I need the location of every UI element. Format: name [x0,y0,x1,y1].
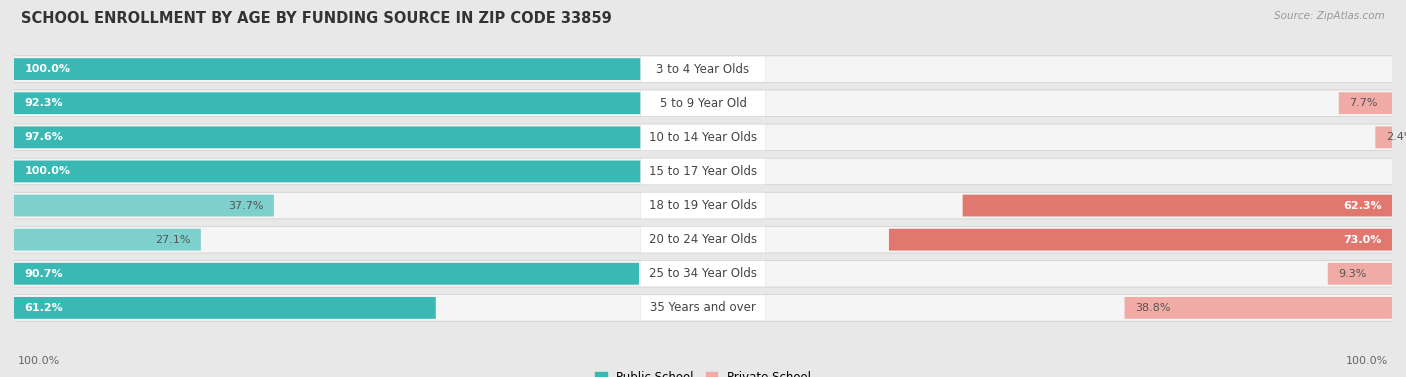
FancyBboxPatch shape [14,263,638,285]
FancyBboxPatch shape [1375,126,1392,148]
Text: 2.4%: 2.4% [1386,132,1406,143]
FancyBboxPatch shape [641,261,765,287]
Text: 37.7%: 37.7% [228,201,263,211]
Text: 100.0%: 100.0% [18,356,60,366]
Text: 73.0%: 73.0% [1343,234,1382,245]
FancyBboxPatch shape [14,297,436,319]
Text: 100.0%: 100.0% [1346,356,1388,366]
FancyBboxPatch shape [11,56,1395,83]
Text: 27.1%: 27.1% [155,234,190,245]
FancyBboxPatch shape [14,195,274,216]
FancyBboxPatch shape [11,124,1395,151]
FancyBboxPatch shape [963,195,1392,216]
FancyBboxPatch shape [14,58,648,80]
Text: Source: ZipAtlas.com: Source: ZipAtlas.com [1274,11,1385,21]
Text: 5 to 9 Year Old: 5 to 9 Year Old [659,97,747,110]
FancyBboxPatch shape [14,161,648,182]
Text: 15 to 17 Year Olds: 15 to 17 Year Olds [650,165,756,178]
FancyBboxPatch shape [641,295,765,321]
Text: 18 to 19 Year Olds: 18 to 19 Year Olds [650,199,756,212]
Text: 25 to 34 Year Olds: 25 to 34 Year Olds [650,267,756,280]
FancyBboxPatch shape [1339,92,1392,114]
FancyBboxPatch shape [11,90,1395,116]
Legend: Public School, Private School: Public School, Private School [591,366,815,377]
FancyBboxPatch shape [641,227,765,253]
FancyBboxPatch shape [14,92,648,114]
Text: 97.6%: 97.6% [24,132,63,143]
Text: 62.3%: 62.3% [1343,201,1382,211]
Text: 9.3%: 9.3% [1339,269,1367,279]
Text: 10 to 14 Year Olds: 10 to 14 Year Olds [650,131,756,144]
FancyBboxPatch shape [641,124,765,150]
Text: 7.7%: 7.7% [1350,98,1378,108]
Text: 3 to 4 Year Olds: 3 to 4 Year Olds [657,63,749,76]
Text: SCHOOL ENROLLMENT BY AGE BY FUNDING SOURCE IN ZIP CODE 33859: SCHOOL ENROLLMENT BY AGE BY FUNDING SOUR… [21,11,612,26]
Text: 61.2%: 61.2% [24,303,63,313]
FancyBboxPatch shape [11,294,1395,321]
FancyBboxPatch shape [641,90,765,116]
FancyBboxPatch shape [11,261,1395,287]
Text: 35 Years and over: 35 Years and over [650,301,756,314]
FancyBboxPatch shape [641,56,765,82]
Text: 100.0%: 100.0% [24,166,70,176]
Text: 100.0%: 100.0% [24,64,70,74]
FancyBboxPatch shape [11,226,1395,253]
FancyBboxPatch shape [14,229,201,251]
Text: 38.8%: 38.8% [1135,303,1170,313]
FancyBboxPatch shape [641,193,765,219]
FancyBboxPatch shape [889,229,1392,251]
FancyBboxPatch shape [641,158,765,184]
FancyBboxPatch shape [11,192,1395,219]
Text: 20 to 24 Year Olds: 20 to 24 Year Olds [650,233,756,246]
FancyBboxPatch shape [1327,263,1392,285]
FancyBboxPatch shape [11,158,1395,185]
Text: 92.3%: 92.3% [24,98,63,108]
Text: 90.7%: 90.7% [24,269,63,279]
FancyBboxPatch shape [1125,297,1392,319]
FancyBboxPatch shape [14,126,648,148]
